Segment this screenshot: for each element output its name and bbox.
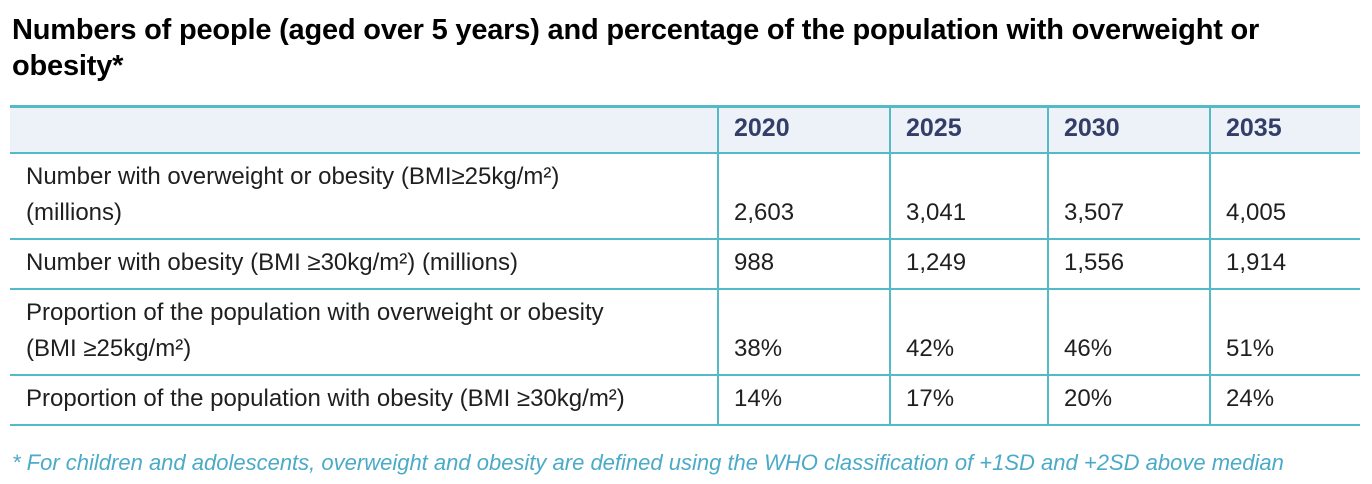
footnote: * For children and adolescents, overweig… bbox=[12, 450, 1284, 484]
year-header-2025: 2025 bbox=[889, 104, 1048, 154]
row-label: Proportion of the population with obesit… bbox=[10, 375, 718, 426]
value-cell: 17% bbox=[889, 375, 1048, 426]
value-cell: 20% bbox=[1047, 375, 1210, 426]
value-cell: 2,603 bbox=[717, 153, 890, 240]
value-cell: 38% bbox=[717, 289, 890, 376]
value-cell: 42% bbox=[889, 289, 1048, 376]
value-cell: 3,507 bbox=[1047, 153, 1210, 240]
value-cell: 1,556 bbox=[1047, 239, 1210, 290]
table-row-overweight-proportion: Proportion of the population with overwe… bbox=[10, 289, 1360, 376]
value-cell: 3,041 bbox=[889, 153, 1048, 240]
year-header-2030: 2030 bbox=[1047, 104, 1210, 154]
row-label: Number with overweight or obesity (BMI≥2… bbox=[10, 153, 718, 240]
value-cell: 988 bbox=[717, 239, 890, 290]
table-row-overweight-number: Number with overweight or obesity (BMI≥2… bbox=[10, 153, 1360, 240]
value-cell: 24% bbox=[1209, 375, 1360, 426]
header-empty-cell bbox=[10, 104, 718, 154]
table-row-obesity-number: Number with obesity (BMI ≥30kg/m²) (mill… bbox=[10, 239, 1360, 290]
value-cell: 4,005 bbox=[1209, 153, 1360, 240]
row-label: Proportion of the population with overwe… bbox=[10, 289, 718, 376]
value-cell: 1,914 bbox=[1209, 239, 1360, 290]
table-header-row: 2020 2025 2030 2035 bbox=[10, 104, 1360, 154]
table-row-obesity-proportion: Proportion of the population with obesit… bbox=[10, 375, 1360, 426]
value-cell: 46% bbox=[1047, 289, 1210, 376]
page-title: Numbers of people (aged over 5 years) an… bbox=[12, 14, 1260, 83]
value-cell: 1,249 bbox=[889, 239, 1048, 290]
obesity-data-table: 2020 2025 2030 2035 Number with overweig… bbox=[10, 104, 1360, 426]
value-cell: 14% bbox=[717, 375, 890, 426]
value-cell: 51% bbox=[1209, 289, 1360, 376]
year-header-2035: 2035 bbox=[1209, 104, 1360, 154]
row-label: Number with obesity (BMI ≥30kg/m²) (mill… bbox=[10, 239, 718, 290]
year-header-2020: 2020 bbox=[717, 104, 890, 154]
